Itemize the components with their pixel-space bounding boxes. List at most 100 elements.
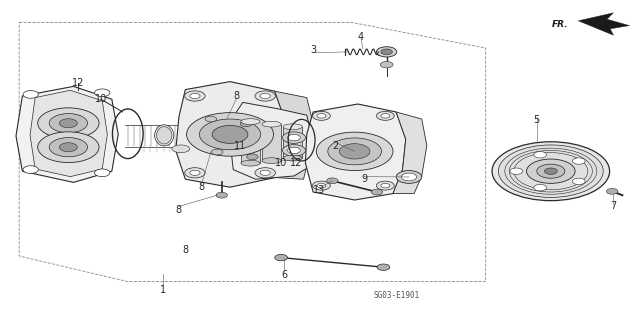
FancyBboxPatch shape — [283, 127, 302, 158]
Circle shape — [401, 173, 417, 181]
Text: 12: 12 — [72, 78, 84, 88]
Text: 3: 3 — [310, 44, 316, 55]
Circle shape — [247, 154, 258, 160]
Text: 1: 1 — [160, 284, 166, 295]
Text: 10: 10 — [95, 94, 107, 104]
Circle shape — [23, 166, 38, 173]
Circle shape — [275, 254, 288, 261]
Circle shape — [376, 47, 397, 57]
Circle shape — [534, 152, 546, 158]
Text: 10: 10 — [275, 158, 288, 168]
Circle shape — [606, 188, 618, 194]
Circle shape — [573, 158, 585, 164]
Circle shape — [255, 168, 275, 178]
Circle shape — [187, 113, 273, 156]
Circle shape — [544, 168, 557, 174]
Circle shape — [288, 134, 300, 141]
Ellipse shape — [283, 155, 302, 161]
Ellipse shape — [262, 121, 281, 127]
Circle shape — [216, 192, 227, 198]
Ellipse shape — [155, 125, 174, 146]
Circle shape — [327, 178, 338, 184]
Text: 11: 11 — [233, 140, 246, 151]
Circle shape — [49, 114, 88, 133]
Circle shape — [260, 93, 270, 99]
Text: 8: 8 — [198, 182, 204, 192]
Circle shape — [260, 170, 270, 175]
Circle shape — [282, 132, 305, 143]
Text: 8: 8 — [233, 91, 240, 101]
Text: 9: 9 — [361, 174, 367, 184]
Circle shape — [492, 142, 610, 201]
Ellipse shape — [283, 124, 302, 130]
Circle shape — [190, 93, 200, 99]
Ellipse shape — [241, 160, 260, 166]
Circle shape — [205, 116, 217, 122]
Circle shape — [376, 181, 394, 190]
Circle shape — [288, 147, 300, 154]
Text: FR.: FR. — [552, 20, 569, 28]
Text: SG03-E1901: SG03-E1901 — [373, 292, 419, 300]
Polygon shape — [176, 82, 284, 187]
Text: 6: 6 — [281, 270, 288, 280]
Polygon shape — [16, 86, 118, 182]
Circle shape — [312, 111, 330, 120]
Circle shape — [59, 143, 77, 152]
FancyBboxPatch shape — [262, 124, 281, 161]
Circle shape — [339, 144, 370, 159]
Ellipse shape — [262, 158, 281, 164]
Circle shape — [185, 168, 205, 178]
Circle shape — [240, 121, 252, 127]
Circle shape — [371, 189, 383, 195]
Circle shape — [38, 132, 99, 163]
Circle shape — [381, 49, 392, 55]
Circle shape — [212, 149, 223, 155]
Text: 8: 8 — [176, 204, 182, 215]
Circle shape — [95, 169, 110, 177]
Circle shape — [527, 159, 575, 183]
Circle shape — [396, 171, 422, 183]
Circle shape — [317, 183, 326, 188]
Circle shape — [95, 89, 110, 97]
Circle shape — [381, 183, 390, 188]
Circle shape — [376, 111, 394, 120]
Circle shape — [199, 119, 261, 150]
Polygon shape — [305, 104, 406, 200]
Text: 5: 5 — [534, 115, 540, 125]
Circle shape — [190, 170, 200, 175]
Circle shape — [23, 91, 38, 98]
Polygon shape — [30, 90, 107, 177]
Circle shape — [255, 91, 275, 101]
Circle shape — [316, 132, 393, 171]
Circle shape — [534, 184, 546, 191]
Circle shape — [537, 164, 565, 178]
Circle shape — [59, 119, 77, 128]
Polygon shape — [230, 102, 313, 179]
FancyBboxPatch shape — [241, 122, 260, 163]
Text: 13: 13 — [313, 185, 326, 196]
Circle shape — [185, 91, 205, 101]
Circle shape — [212, 125, 248, 143]
Text: 12: 12 — [290, 158, 303, 168]
Text: 8: 8 — [182, 244, 189, 255]
Circle shape — [328, 138, 381, 165]
Circle shape — [312, 181, 330, 190]
Polygon shape — [578, 13, 629, 35]
Circle shape — [498, 145, 603, 197]
Text: 7: 7 — [610, 201, 617, 212]
Circle shape — [38, 108, 99, 139]
Ellipse shape — [241, 119, 260, 124]
Circle shape — [317, 114, 326, 118]
Ellipse shape — [157, 127, 172, 144]
Polygon shape — [275, 91, 313, 179]
Text: 2: 2 — [332, 140, 339, 151]
Circle shape — [380, 61, 393, 68]
Circle shape — [381, 114, 390, 118]
Circle shape — [510, 168, 523, 174]
Polygon shape — [393, 112, 427, 194]
Ellipse shape — [172, 145, 190, 153]
Circle shape — [49, 138, 88, 157]
Text: 4: 4 — [358, 32, 364, 42]
Circle shape — [282, 145, 305, 156]
Circle shape — [377, 264, 390, 270]
